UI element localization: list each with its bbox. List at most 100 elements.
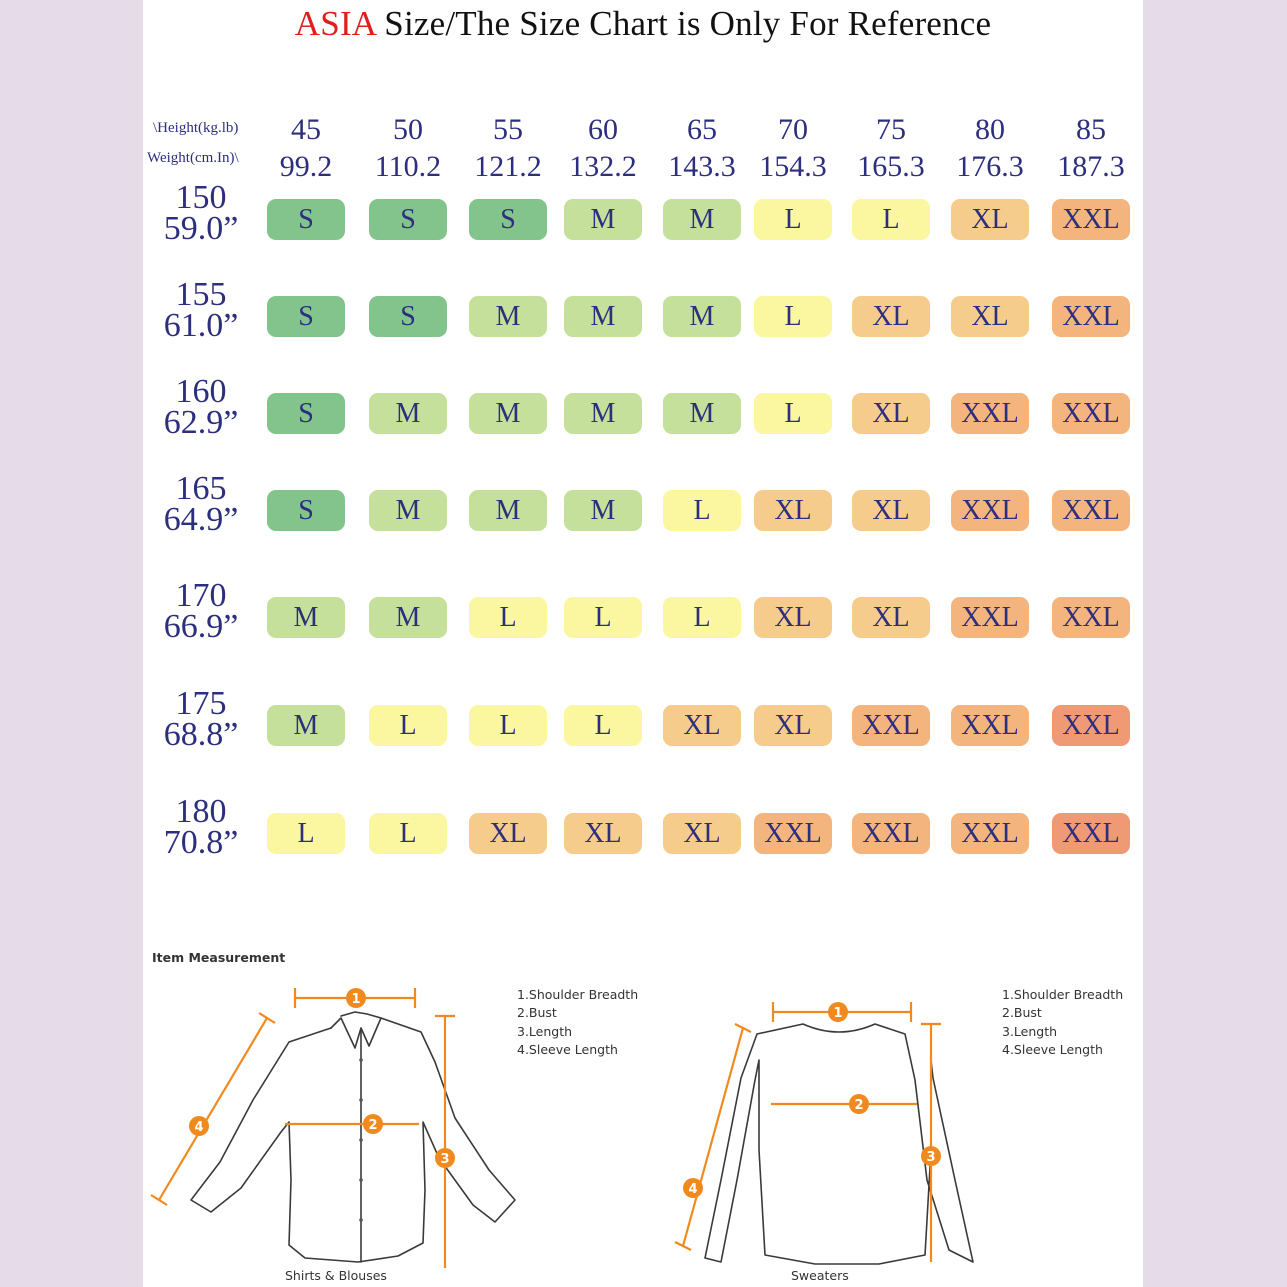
shirt-measurement-item: 3.Length xyxy=(517,1023,573,1039)
height-cm-label: 180 xyxy=(175,793,227,830)
size-cell: XL xyxy=(754,597,832,638)
size-cell: XXL xyxy=(1052,199,1130,240)
sweater-caption: Sweaters xyxy=(791,1268,849,1283)
size-cell: M xyxy=(564,393,642,434)
size-cell: L xyxy=(469,705,547,746)
size-cell: L xyxy=(754,199,832,240)
weight-lb-label: 154.3 xyxy=(759,150,827,183)
size-cell: XXL xyxy=(1052,705,1130,746)
height-in-label: 68.8” xyxy=(163,716,239,753)
sweater-measurement-item: 1.Shoulder Breadth xyxy=(1002,987,1124,1002)
size-cell: L xyxy=(564,597,642,638)
sweater-outline xyxy=(704,1023,974,1265)
size-cell: XXL xyxy=(951,813,1029,854)
size-cell: S xyxy=(369,199,447,240)
size-cell: XXL xyxy=(951,597,1029,638)
sweater-measurement-item: 3.Length xyxy=(1002,1023,1058,1039)
item-measurement-title: Item Measurement xyxy=(152,950,286,965)
size-cell: XXL xyxy=(1052,296,1130,337)
size-cell: M xyxy=(564,490,642,531)
size-cell: M xyxy=(267,597,345,638)
shirt-measure-marker-number: 1 xyxy=(351,992,360,1007)
height-cm-label: 165 xyxy=(175,470,227,507)
size-cell: XXL xyxy=(852,705,930,746)
height-in-label: 62.9” xyxy=(163,404,239,441)
height-cm-label: 175 xyxy=(175,685,227,722)
size-cell: S xyxy=(267,393,345,434)
size-cell: XL xyxy=(663,813,741,854)
height-in-label: 70.8” xyxy=(163,824,239,861)
sweater-measurement-list: 1.Shoulder Breadth 2.Bust 3.Length 4.Sle… xyxy=(1002,986,1123,1059)
title-text: Size/The Size Chart is Only For Referenc… xyxy=(375,4,992,43)
size-cell: XXL xyxy=(951,490,1029,531)
size-cell: M xyxy=(469,296,547,337)
size-cell: M xyxy=(663,296,741,337)
size-cell: S xyxy=(469,199,547,240)
size-cell: S xyxy=(267,296,345,337)
shirt-measurement-item: 2.Bust xyxy=(517,1005,557,1021)
height-cm-label: 150 xyxy=(175,179,227,216)
size-cell: XXL xyxy=(754,813,832,854)
size-chart-panel: ASIA Size/The Size Chart is Only For Ref… xyxy=(143,0,1143,1287)
shirt-measure-marker xyxy=(363,1114,383,1134)
weight-lb-label: 143.3 xyxy=(668,150,736,183)
shirt-buttons xyxy=(359,1058,363,1222)
weight-kg-label: 55 xyxy=(493,113,523,146)
shirt-measurement-list: 1.Shoulder Breadth 2.Bust 3.Length 4.Sle… xyxy=(517,986,638,1059)
sweater-measure-marker-number: 3 xyxy=(926,1150,935,1165)
size-cell: XL xyxy=(754,705,832,746)
size-cell: XXL xyxy=(1052,813,1130,854)
weight-lb-label: 176.3 xyxy=(956,150,1024,183)
shirt-measure-lines xyxy=(150,988,455,1268)
size-cell: XL xyxy=(852,393,930,434)
size-cell: M xyxy=(469,393,547,434)
weight-kg-label: 60 xyxy=(588,113,618,146)
sweater-measure-marker xyxy=(849,1094,869,1114)
size-cell: L xyxy=(469,597,547,638)
weight-lb-label: 165.3 xyxy=(857,150,925,183)
shirt-measure-marker-number: 2 xyxy=(368,1118,377,1133)
size-cell: XL xyxy=(469,813,547,854)
height-cm-label: 155 xyxy=(175,276,227,313)
size-cell: L xyxy=(852,199,930,240)
shirt-caption: Shirts & Blouses xyxy=(285,1268,387,1283)
size-cell: L xyxy=(663,490,741,531)
sweater-measurement-item: 2.Bust xyxy=(1002,1005,1042,1021)
weight-lb-label: 187.3 xyxy=(1057,150,1125,183)
weight-lb-label: 99.2 xyxy=(279,150,333,183)
sweater-measure-marker xyxy=(828,1002,848,1022)
size-cell: M xyxy=(369,597,447,638)
sweater-measurement-item: 4.Sleeve Length xyxy=(1002,1041,1103,1057)
size-cell: L xyxy=(267,813,345,854)
weight-axis-label: Weight(cm.In)\ xyxy=(147,150,239,166)
size-cell: M xyxy=(564,199,642,240)
size-cell: XL xyxy=(663,705,741,746)
size-cell: L xyxy=(564,705,642,746)
size-cell: XL xyxy=(852,296,930,337)
height-in-label: 64.9” xyxy=(163,501,239,538)
weight-kg-label: 80 xyxy=(975,113,1005,146)
weight-lb-label: 121.2 xyxy=(474,150,542,183)
size-cell: M xyxy=(469,490,547,531)
height-cm-label: 170 xyxy=(175,577,227,614)
shirt-measurement-item: 4.Sleeve Length xyxy=(517,1041,618,1057)
height-in-label: 61.0” xyxy=(163,307,239,344)
size-cell: XXL xyxy=(852,813,930,854)
size-cell: S xyxy=(267,490,345,531)
size-cell: M xyxy=(369,393,447,434)
size-cell: XXL xyxy=(951,393,1029,434)
size-cell: XXL xyxy=(1052,393,1130,434)
height-in-label: 59.0” xyxy=(163,210,239,247)
size-cell: S xyxy=(267,199,345,240)
shirt-measure-marker-number: 4 xyxy=(194,1120,203,1135)
weight-kg-label: 65 xyxy=(687,113,717,146)
size-cell: XXL xyxy=(951,705,1029,746)
sweater-measure-marker-number: 4 xyxy=(688,1182,697,1197)
size-cell: L xyxy=(663,597,741,638)
size-cell: XL xyxy=(951,296,1029,337)
size-cell: XL xyxy=(852,490,930,531)
sweater-measure-marker xyxy=(683,1178,703,1198)
size-cell: XL xyxy=(564,813,642,854)
weight-kg-label: 45 xyxy=(291,113,321,146)
sweater-measure-lines xyxy=(674,1002,941,1262)
